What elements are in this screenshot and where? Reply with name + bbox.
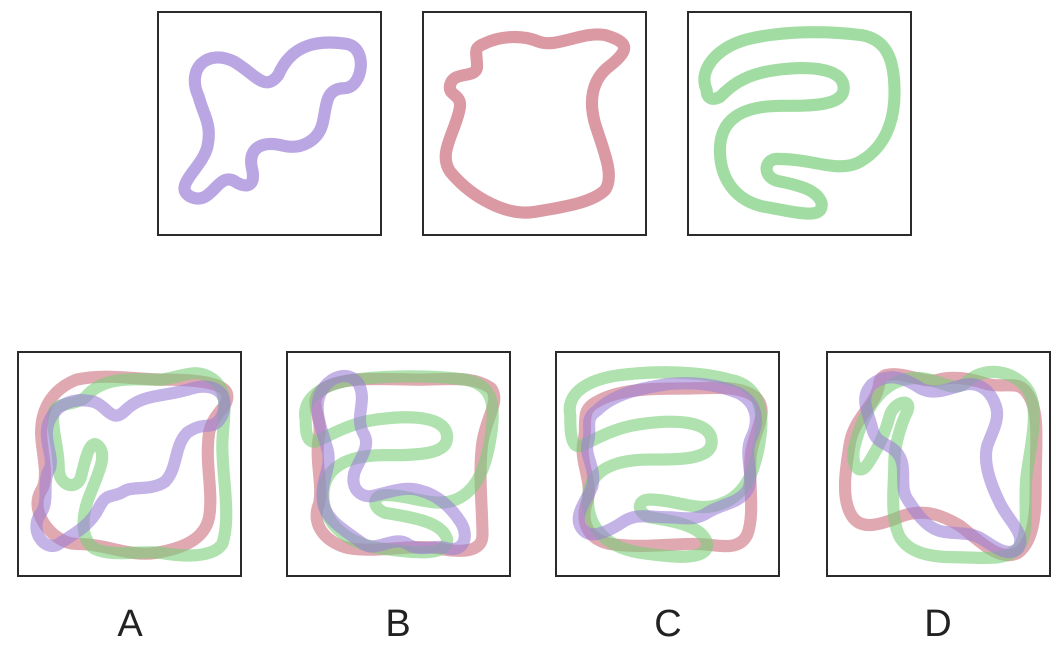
option-b-overlay-drawing xyxy=(299,370,501,559)
option-label-d: D xyxy=(924,603,952,645)
purple-overlay-outline xyxy=(572,377,762,541)
shape-panel-green xyxy=(687,11,912,236)
green-outline-drawing xyxy=(698,26,901,220)
option-label-a: A xyxy=(117,603,143,645)
option-a-overlay-drawing xyxy=(30,367,234,562)
green-outline xyxy=(698,26,901,220)
red-outline-drawing xyxy=(439,28,631,219)
option-c-overlay-drawing xyxy=(563,366,768,563)
purple-outline xyxy=(178,36,367,205)
option-panel-a[interactable] xyxy=(17,351,242,577)
purple-outline-drawing xyxy=(178,36,367,205)
purple-overlay-outline xyxy=(311,370,471,556)
red-outline xyxy=(439,28,631,219)
option-panel-c[interactable] xyxy=(555,351,780,577)
option-panel-d[interactable] xyxy=(826,351,1051,577)
green-overlay-outline xyxy=(847,365,1040,565)
option-label-b: B xyxy=(385,603,411,645)
option-panel-b[interactable] xyxy=(286,351,511,577)
green-overlay-outline xyxy=(47,367,233,562)
option-d-overlay-drawing xyxy=(838,365,1043,565)
option-label-c: C xyxy=(654,603,682,645)
purple-overlay-outline xyxy=(30,380,231,552)
shape-panel-red xyxy=(422,11,647,236)
purple-overlay-outline xyxy=(859,371,1027,559)
green-overlay-outline xyxy=(299,370,499,559)
green-overlay-outline xyxy=(563,366,768,563)
shape-panel-purple xyxy=(157,11,382,236)
